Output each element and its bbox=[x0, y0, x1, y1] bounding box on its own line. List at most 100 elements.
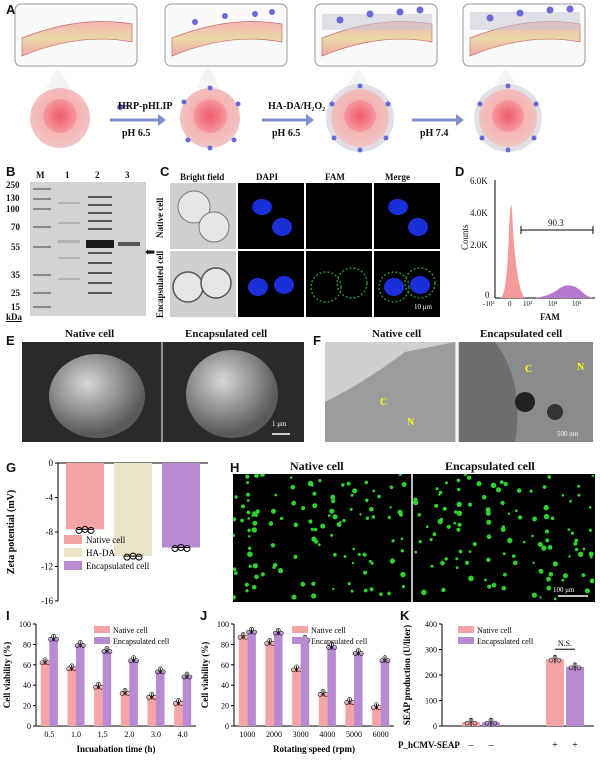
j-point bbox=[371, 705, 376, 710]
h-cell-dot bbox=[247, 528, 251, 533]
j-point bbox=[294, 664, 299, 670]
step2-label: HA-DA/H₂O₂ bbox=[268, 101, 326, 112]
k-point bbox=[484, 720, 490, 726]
h-cell-dot bbox=[591, 474, 594, 477]
c-fam-native bbox=[306, 183, 372, 249]
h-cell-dot bbox=[502, 552, 506, 556]
h-cell-dot bbox=[425, 525, 429, 529]
h-cell-dot bbox=[245, 474, 250, 479]
h-cell-dot bbox=[379, 592, 383, 596]
j-xlabel: Rotating speed (rpm) bbox=[273, 744, 355, 754]
k-legend-swatch bbox=[458, 637, 474, 644]
j-bar bbox=[354, 652, 363, 726]
row-encapsulated: Encapsulated cell bbox=[155, 250, 165, 318]
h-cell-dot bbox=[401, 482, 407, 487]
j-bar bbox=[327, 646, 336, 726]
h-cell-dot bbox=[432, 532, 437, 537]
h-encap-label: Encapsulated cell bbox=[445, 459, 535, 473]
c-merge-native bbox=[374, 183, 440, 249]
i-ytick-label: 60 bbox=[23, 661, 31, 670]
k-xrow-label: P_hCMV-SEAP bbox=[398, 740, 460, 750]
h-cell-dot bbox=[574, 538, 579, 543]
j-point bbox=[240, 631, 246, 637]
h-cell-dot bbox=[241, 504, 245, 509]
h-cell-dot bbox=[320, 523, 326, 529]
d-ytick-2k: 2.0K bbox=[470, 240, 488, 250]
k-xrow-value: – bbox=[488, 740, 495, 751]
h-cell-dot bbox=[547, 545, 553, 550]
panel-b-label: B bbox=[6, 164, 16, 179]
j-point bbox=[374, 702, 379, 707]
d-xlabel: FAM bbox=[540, 312, 560, 322]
lane-m: M bbox=[36, 170, 45, 180]
kda-unit: kDa bbox=[6, 312, 23, 322]
h-cell-dot bbox=[507, 512, 511, 515]
h-cell-dot bbox=[245, 589, 249, 593]
marker-35: 35 bbox=[11, 270, 20, 280]
h-cell-dot bbox=[573, 541, 578, 546]
g-ylabel: Zeta potential (mV) bbox=[6, 490, 17, 574]
j-bar bbox=[265, 642, 274, 726]
h-cell-dot bbox=[244, 582, 249, 587]
h-cell-dot bbox=[412, 499, 419, 506]
h-cell-dot bbox=[363, 588, 368, 593]
h-cell-dot bbox=[259, 474, 265, 477]
cell-3 bbox=[326, 83, 394, 153]
i-bar bbox=[129, 659, 138, 726]
col-fam: FAM bbox=[325, 172, 345, 182]
d-xtick-2: 0 bbox=[508, 300, 512, 308]
j-bar bbox=[274, 632, 283, 726]
h-cell-dot bbox=[548, 572, 554, 577]
j-ylabel: Cell viability (%) bbox=[200, 642, 210, 709]
h-cell-dot bbox=[553, 597, 557, 601]
h-cell-dot bbox=[398, 474, 402, 476]
h-cell-dot bbox=[387, 591, 391, 596]
j-legend-swatch bbox=[292, 626, 308, 633]
h-cell-dot bbox=[330, 494, 336, 500]
f-c-encap: C bbox=[525, 364, 533, 375]
lane-2: 2 bbox=[95, 170, 100, 180]
d-xtick-4: 10⁴ bbox=[548, 300, 558, 308]
k-point bbox=[568, 665, 574, 671]
h-cell-dot bbox=[289, 476, 293, 479]
g-legend-swatch bbox=[64, 535, 82, 544]
i-point bbox=[181, 674, 187, 680]
h-cell-dot bbox=[561, 494, 565, 497]
h-cell-dot bbox=[499, 481, 503, 484]
h-cell-dot bbox=[389, 558, 396, 564]
h-cell-dot bbox=[350, 493, 354, 497]
step2-ph: pH 6.5 bbox=[272, 128, 301, 139]
h-cell-dot bbox=[401, 585, 405, 589]
j-point bbox=[320, 689, 326, 694]
h-cell-dot bbox=[546, 576, 551, 582]
h-cell-dot bbox=[456, 510, 463, 516]
h-cell-dot bbox=[507, 537, 513, 544]
g-bar bbox=[66, 463, 104, 530]
h-cell-dot bbox=[234, 571, 238, 575]
h-cell-dot bbox=[512, 554, 516, 558]
h-cell-dot bbox=[318, 479, 322, 483]
h-cell-dot bbox=[581, 573, 586, 577]
i-ytick-label: 100 bbox=[19, 620, 31, 629]
i-xtick-label: 1.0 bbox=[71, 730, 81, 739]
j-legend-label: Encapsulated cell bbox=[311, 637, 368, 646]
h-cell-dot bbox=[400, 571, 406, 578]
j-point bbox=[329, 642, 334, 647]
band-arrow: ⬅ bbox=[145, 245, 156, 259]
k-point bbox=[464, 720, 470, 726]
h-cell-dot bbox=[313, 539, 319, 544]
h-cell-dot bbox=[484, 578, 487, 582]
i-point bbox=[48, 636, 53, 642]
j-point bbox=[272, 630, 278, 636]
h-cell-dot bbox=[329, 508, 335, 514]
d-ytick-4k: 4.0K bbox=[470, 208, 488, 218]
h-cell-dot bbox=[352, 547, 356, 551]
marker-70: 70 bbox=[11, 222, 20, 232]
j-bar bbox=[247, 631, 256, 726]
i-bar bbox=[156, 670, 165, 726]
k-ytick-label: 300 bbox=[425, 646, 437, 655]
h-cell-dot bbox=[247, 517, 250, 520]
i-xtick-label: 4.0 bbox=[178, 730, 188, 739]
h-cell-dot bbox=[389, 485, 394, 489]
cell-4 bbox=[474, 83, 542, 153]
